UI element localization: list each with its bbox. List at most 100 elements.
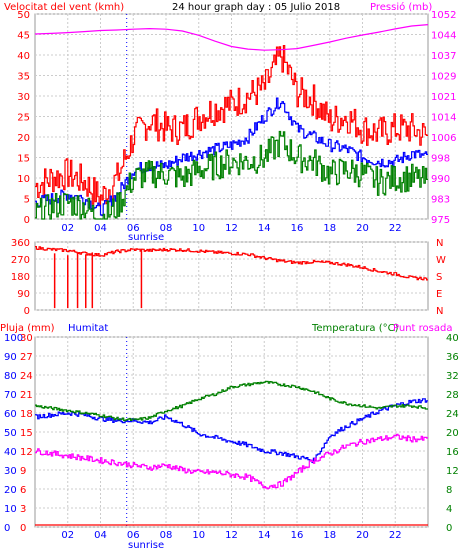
hour-tick-label: 12 bbox=[225, 530, 238, 541]
temp-tick-label: 28 bbox=[446, 390, 459, 401]
pressure-axis-label: Pressió (mb) bbox=[370, 1, 432, 13]
temp-tick-label: 24 bbox=[446, 409, 459, 420]
pressure-tick-label: 983 bbox=[431, 195, 450, 206]
hour-tick-label: 20 bbox=[356, 223, 369, 234]
pressure-tick-label: 1006 bbox=[431, 133, 456, 144]
compass-tick-label: E bbox=[436, 289, 442, 300]
rain-tick-label: 0 bbox=[20, 523, 26, 534]
wind-tick-label: 25 bbox=[17, 113, 30, 124]
hour-tick-label: 18 bbox=[323, 530, 336, 541]
humidity-tick-label: 50 bbox=[4, 428, 17, 439]
direction-tick-label: 270 bbox=[11, 255, 30, 266]
pressure-tick-label: 1044 bbox=[431, 31, 456, 42]
hour-tick-label: 10 bbox=[192, 530, 205, 541]
hour-tick-label: 14 bbox=[258, 223, 271, 234]
hour-tick-label: 04 bbox=[94, 530, 107, 541]
hour-tick-label: 16 bbox=[291, 223, 304, 234]
sunrise-label-bottom: sunrise bbox=[128, 540, 164, 551]
wind-speed-line bbox=[35, 130, 428, 220]
humidity-tick-label: 70 bbox=[4, 390, 17, 401]
compass-tick-label: N bbox=[436, 238, 443, 249]
wind-direction-line bbox=[35, 246, 428, 281]
grid-lines bbox=[35, 13, 428, 528]
wind-tick-label: 20 bbox=[17, 133, 30, 144]
wind-tick-label: 0 bbox=[24, 215, 30, 226]
rain-tick-label: 24 bbox=[20, 371, 33, 382]
temp-tick-label: 4 bbox=[446, 504, 452, 515]
pressure-tick-label: 1037 bbox=[431, 51, 456, 62]
wind-axis-label: Velocitat del vent (kmh) bbox=[4, 2, 124, 13]
humidity-tick-label: 30 bbox=[4, 466, 17, 477]
compass-tick-label: W bbox=[436, 255, 446, 266]
humidity-tick-label: 40 bbox=[4, 447, 17, 458]
rain-tick-label: 9 bbox=[20, 466, 26, 477]
temperature-axis-label: Temperatura (°C) bbox=[311, 323, 399, 334]
rain-tick-label: 18 bbox=[20, 409, 33, 420]
direction-tick-label: 90 bbox=[17, 289, 30, 300]
hour-tick-label: 10 bbox=[192, 223, 205, 234]
rain-tick-label: 6 bbox=[20, 485, 26, 496]
hour-tick-label: 02 bbox=[61, 223, 74, 234]
wind-average-line bbox=[35, 97, 428, 217]
wind-tick-label: 30 bbox=[17, 92, 30, 103]
compass-tick-label: N bbox=[436, 306, 443, 317]
direction-tick-label: 0 bbox=[24, 306, 30, 317]
hour-tick-label: 12 bbox=[225, 223, 238, 234]
humidity-tick-label: 10 bbox=[4, 504, 17, 515]
pressure-tick-label: 1029 bbox=[431, 72, 456, 83]
wind-tick-label: 50 bbox=[17, 10, 30, 21]
hour-tick-label: 02 bbox=[61, 530, 74, 541]
humidity-tick-label: 80 bbox=[4, 371, 17, 382]
direction-tick-label: 180 bbox=[11, 272, 30, 283]
hour-tick-label: 16 bbox=[291, 530, 304, 541]
compass-tick-label: S bbox=[436, 272, 442, 283]
pressure-tick-label: 1021 bbox=[431, 92, 456, 103]
temp-tick-label: 36 bbox=[446, 352, 459, 363]
hour-tick-label: 20 bbox=[356, 530, 369, 541]
rain-tick-label: 15 bbox=[20, 428, 33, 439]
humidity-tick-label: 100 bbox=[4, 333, 23, 344]
hour-tick-label: 08 bbox=[160, 530, 173, 541]
dewpoint-line bbox=[35, 433, 428, 490]
humidity-tick-label: 0 bbox=[4, 523, 10, 534]
wind-tick-label: 35 bbox=[17, 72, 30, 83]
wind-tick-label: 45 bbox=[17, 31, 30, 42]
pressure-tick-label: 975 bbox=[431, 215, 450, 226]
temp-tick-label: 16 bbox=[446, 447, 459, 458]
temp-tick-label: 32 bbox=[446, 371, 459, 382]
wind-tick-label: 10 bbox=[17, 174, 30, 185]
chart-title: 24 hour graph day : 05 Julio 2018 bbox=[172, 2, 340, 13]
dewpoint-axis-label: Punt rosada bbox=[393, 323, 452, 334]
wind-tick-label: 15 bbox=[17, 154, 30, 165]
temp-tick-label: 8 bbox=[446, 485, 452, 496]
wind-tick-label: 5 bbox=[24, 195, 30, 206]
wind-tick-label: 40 bbox=[17, 51, 30, 62]
pressure-tick-label: 1052 bbox=[431, 10, 456, 21]
wind-gust-line bbox=[35, 45, 428, 207]
series-lines bbox=[34, 24, 429, 526]
rain-tick-label: 12 bbox=[20, 447, 33, 458]
pressure-line bbox=[34, 24, 429, 51]
humidity-tick-label: 90 bbox=[4, 352, 17, 363]
hour-tick-label: 22 bbox=[389, 530, 402, 541]
humidity-axis-label: Humitat bbox=[68, 323, 108, 334]
pressure-tick-label: 1014 bbox=[431, 113, 456, 124]
sunrise-label-top: sunrise bbox=[128, 232, 164, 243]
hour-tick-label: 06 bbox=[127, 530, 140, 541]
temp-tick-label: 40 bbox=[446, 333, 459, 344]
direction-tick-label: 360 bbox=[11, 238, 30, 249]
humidity-tick-label: 60 bbox=[4, 409, 17, 420]
humidity-tick-label: 20 bbox=[4, 485, 17, 496]
pressure-tick-label: 990 bbox=[431, 174, 450, 185]
pressure-tick-label: 998 bbox=[431, 154, 450, 165]
hour-tick-label: 14 bbox=[258, 530, 271, 541]
temp-tick-label: 12 bbox=[446, 466, 459, 477]
temperature-line bbox=[35, 380, 428, 422]
rain-axis-label: Pluja (mm) bbox=[0, 323, 55, 334]
hour-tick-label: 18 bbox=[323, 223, 336, 234]
temp-tick-label: 0 bbox=[446, 523, 452, 534]
hour-tick-label: 06 bbox=[127, 223, 140, 234]
